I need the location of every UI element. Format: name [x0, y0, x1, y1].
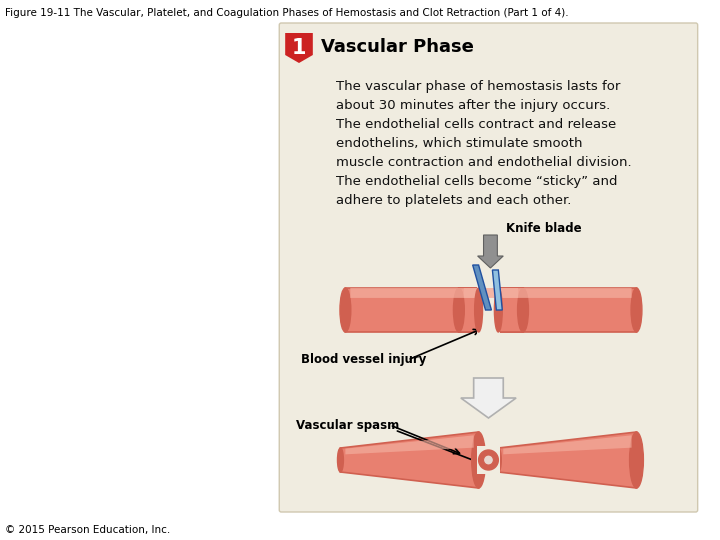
- Polygon shape: [341, 432, 479, 488]
- FancyBboxPatch shape: [279, 23, 698, 512]
- Text: Knife blade: Knife blade: [506, 221, 582, 234]
- Ellipse shape: [629, 432, 644, 488]
- Bar: [477, 283, 500, 337]
- Polygon shape: [461, 378, 516, 418]
- Polygon shape: [492, 270, 503, 310]
- FancyBboxPatch shape: [464, 288, 631, 298]
- FancyBboxPatch shape: [351, 288, 518, 298]
- Polygon shape: [503, 435, 631, 454]
- Text: Figure 19-11 The Vascular, Platelet, and Coagulation Phases of Hemostasis and Cl: Figure 19-11 The Vascular, Platelet, and…: [5, 8, 569, 18]
- FancyBboxPatch shape: [346, 288, 523, 332]
- Polygon shape: [346, 435, 474, 454]
- Bar: [477, 446, 500, 474]
- Circle shape: [484, 455, 493, 465]
- Ellipse shape: [631, 288, 642, 332]
- Text: © 2015 Pearson Education, Inc.: © 2015 Pearson Education, Inc.: [5, 525, 170, 535]
- Circle shape: [479, 450, 498, 470]
- Text: The vascular phase of hemostasis lasts for
about 30 minutes after the injury occ: The vascular phase of hemostasis lasts f…: [336, 80, 631, 207]
- Text: 1: 1: [292, 38, 306, 58]
- Ellipse shape: [338, 448, 343, 472]
- Polygon shape: [285, 33, 312, 63]
- Ellipse shape: [474, 288, 482, 332]
- Ellipse shape: [340, 288, 351, 332]
- Text: Vascular spasm: Vascular spasm: [296, 418, 400, 431]
- Ellipse shape: [454, 288, 464, 332]
- Polygon shape: [498, 432, 636, 488]
- Ellipse shape: [472, 432, 485, 488]
- Text: Vascular Phase: Vascular Phase: [320, 38, 474, 56]
- Ellipse shape: [495, 288, 503, 332]
- Text: Blood vessel injury: Blood vessel injury: [301, 354, 426, 367]
- FancyBboxPatch shape: [459, 288, 636, 332]
- Ellipse shape: [518, 288, 528, 332]
- Polygon shape: [477, 235, 503, 268]
- Polygon shape: [472, 265, 492, 310]
- Ellipse shape: [495, 448, 501, 472]
